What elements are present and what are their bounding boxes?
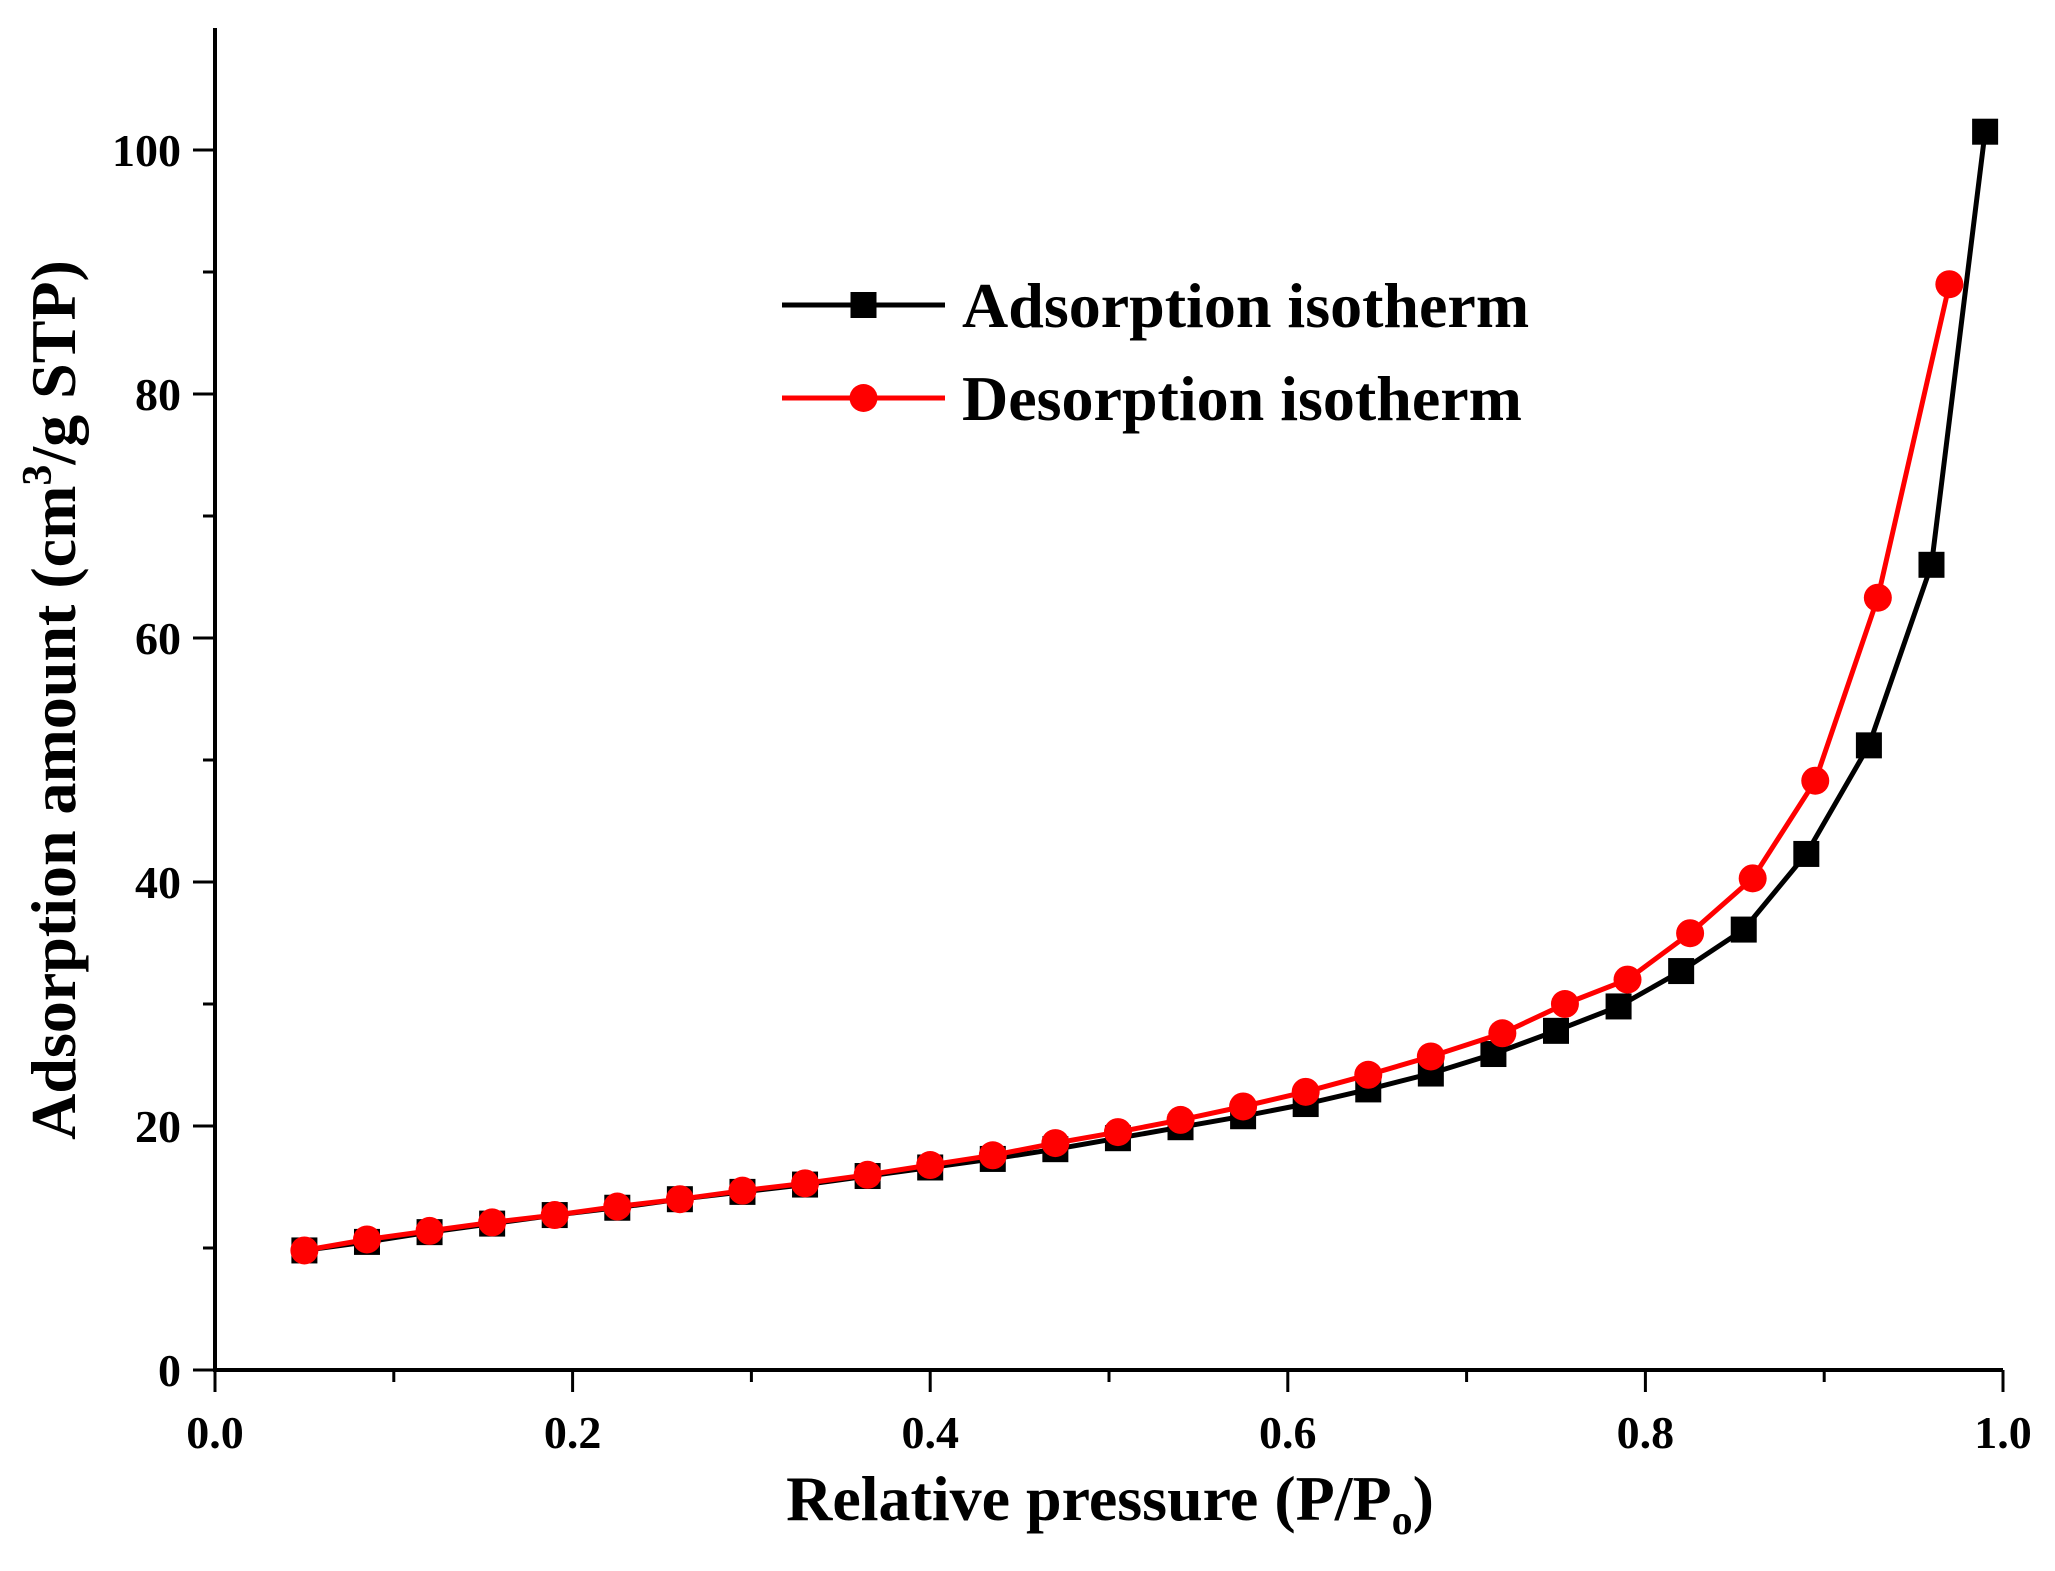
axes: 0.0 0.2 0.4 0.6 0.8 1.0 0 20 40 60 80 100 — [112, 28, 2032, 1458]
data-point — [1801, 766, 1830, 795]
x-axis-title-end: ) — [1413, 1463, 1434, 1534]
data-point — [1613, 965, 1642, 994]
data-point — [290, 1236, 319, 1265]
data-point — [1354, 1060, 1383, 1089]
data-point — [1416, 1042, 1445, 1071]
data-point — [603, 1192, 632, 1221]
y-axis-title: Adsorption amount (cm3/g STP) — [15, 260, 89, 1140]
data-point — [978, 1141, 1007, 1170]
data-point — [1543, 1017, 1569, 1044]
data-point — [916, 1151, 945, 1180]
legend-marker — [849, 384, 878, 412]
legend-item-desorption: Desorption isotherm — [782, 363, 1522, 434]
y-tick-label: 80 — [135, 369, 181, 420]
series-layer — [290, 118, 1999, 1265]
y-tick-label: 60 — [135, 613, 181, 664]
x-axis-title-main: Relative pressure (P/P — [786, 1463, 1392, 1534]
legend-label: Adsorption isotherm — [962, 270, 1529, 341]
data-point — [1918, 551, 1945, 578]
data-point — [415, 1216, 444, 1245]
data-point — [1793, 840, 1820, 867]
data-point — [1935, 270, 1964, 299]
y-tick-label: 20 — [135, 1101, 181, 1152]
data-point — [1676, 919, 1705, 948]
legend-marker — [850, 292, 877, 318]
x-axis-title: Relative pressure (P/Po) — [786, 1463, 1434, 1544]
data-point — [1863, 583, 1892, 612]
data-point — [1738, 864, 1767, 893]
data-point — [791, 1169, 820, 1198]
data-point — [728, 1176, 757, 1205]
y-tick-label: 0 — [158, 1345, 181, 1396]
data-point — [1668, 958, 1695, 985]
data-point — [1605, 993, 1632, 1020]
y-axis-title-end: /g STP) — [18, 260, 89, 465]
data-point — [1855, 732, 1882, 759]
legend-item-adsorption: Adsorption isotherm — [782, 270, 1529, 341]
legend: Adsorption isotherm Desorption isotherm — [782, 270, 1529, 434]
x-tick-label: 0.2 — [544, 1407, 602, 1458]
x-axis-title-sub: o — [1392, 1498, 1413, 1544]
data-point — [1488, 1019, 1517, 1048]
data-point — [1166, 1105, 1195, 1134]
data-point — [1291, 1077, 1320, 1106]
data-point — [853, 1160, 882, 1189]
data-point — [1730, 916, 1757, 943]
x-tick-label: 1.0 — [1974, 1407, 2032, 1458]
data-point — [1550, 990, 1579, 1018]
x-tick-label: 0.0 — [186, 1407, 244, 1458]
data-point — [478, 1208, 507, 1237]
data-point — [1103, 1118, 1132, 1147]
y-tick-label: 100 — [112, 125, 181, 176]
data-point — [1041, 1129, 1070, 1158]
x-tick-label: 0.4 — [901, 1407, 959, 1458]
y-axis-title-main: Adsorption amount (cm — [18, 486, 89, 1140]
x-tick-label: 0.8 — [1617, 1407, 1675, 1458]
y-axis-title-sup: 3 — [15, 465, 61, 486]
data-point — [665, 1185, 694, 1214]
legend-label: Desorption isotherm — [962, 363, 1522, 434]
series-desorption — [290, 270, 1964, 1265]
x-tick-label: 0.6 — [1259, 1407, 1317, 1458]
data-point — [540, 1201, 569, 1230]
data-point — [1229, 1092, 1258, 1121]
data-point — [352, 1225, 381, 1254]
y-tick-label: 40 — [135, 857, 181, 908]
data-point — [1972, 118, 1999, 145]
